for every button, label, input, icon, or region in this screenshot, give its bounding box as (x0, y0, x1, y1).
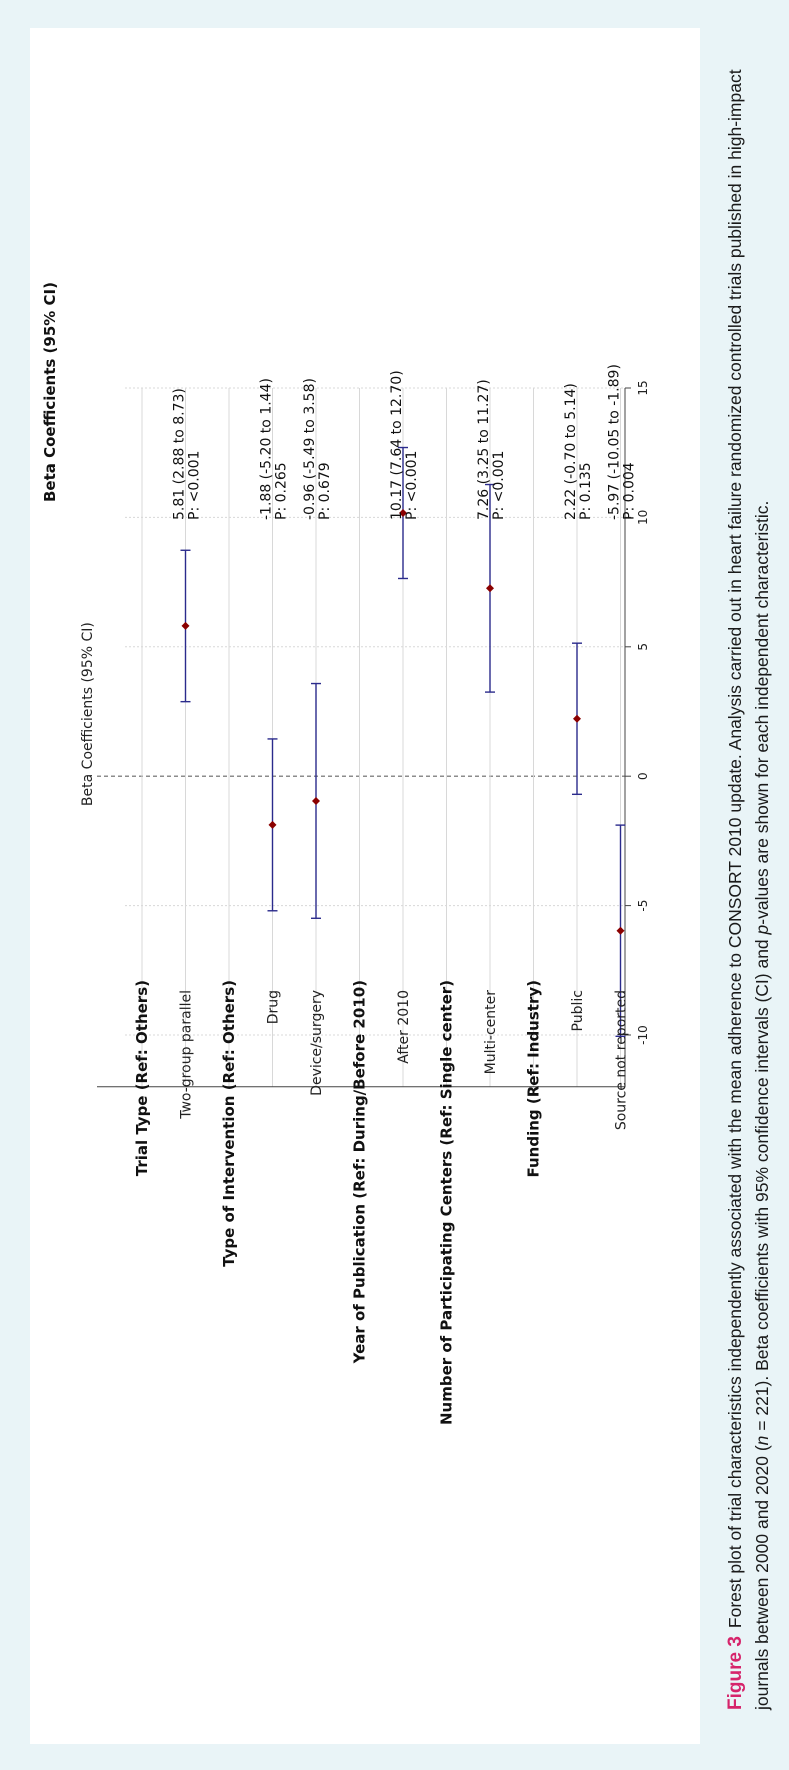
row-label: After 2010 (396, 990, 412, 1064)
caption-text-3: -values are shown for each independent c… (752, 500, 772, 925)
group-header-label: Trial Type (Ref: Others) (133, 980, 151, 1176)
point-estimate (181, 621, 190, 630)
group-header-label: Funding (Ref: Industry) (525, 980, 543, 1178)
p-value-text: P: 0.004 (622, 462, 638, 520)
tick-label: -10 (636, 1025, 650, 1045)
column-header: Beta Coefficients (95% CI) (41, 282, 59, 502)
row-label: Multi-center (483, 990, 499, 1075)
caption-p: p (752, 924, 772, 935)
grid-layer (97, 387, 631, 1088)
tick-label: 10 (636, 510, 650, 525)
p-value-text: P: <0.001 (187, 451, 203, 520)
mark-layer (180, 446, 626, 1037)
tick-label: -5 (636, 900, 650, 912)
label-layer: -10 -5 0 5 10 15 Beta Coefficients (95% CI) Bet… (41, 282, 650, 1425)
row-label: Source not reported (614, 990, 630, 1130)
caption-text-2: = 221). Beta coefficients with 95% confi… (752, 934, 772, 1436)
point-estimate (486, 584, 494, 593)
row-label: Drug (266, 990, 282, 1024)
group-header-label: Number of Participating Centers (Ref: Si… (438, 980, 456, 1425)
tick-label: 5 (636, 643, 650, 651)
row-label: Two-group parallel (179, 990, 195, 1120)
ci-text: 10.17 (7.64 to 12.70) (389, 370, 405, 520)
point-estimate (616, 926, 625, 935)
figure-label: Figure 3 (725, 1636, 746, 1710)
ci-text: -0.96 (-5.49 to 3.58) (302, 378, 318, 520)
group-header-label: Type of Intervention (Ref: Others) (220, 980, 238, 1267)
point-estimate (312, 797, 320, 806)
ci-text: 2.22 (-0.70 to 5.14) (563, 383, 579, 520)
axis-title: Beta Coefficients (95% CI) (80, 622, 96, 806)
point-estimate (399, 509, 407, 517)
ci-text: 7.26 (3.25 to 11.27) (476, 379, 492, 520)
p-value-text: P: <0.001 (491, 451, 507, 520)
p-value-text: P: 0.265 (274, 462, 290, 520)
ci-text: -1.88 (-5.20 to 1.44) (259, 378, 275, 520)
p-value-text: P: 0.679 (317, 462, 333, 520)
p-value-text: P: 0.135 (578, 462, 594, 520)
row-label: Public (570, 990, 586, 1031)
point-estimate (268, 820, 277, 829)
caption-n: n (752, 1435, 772, 1446)
tick-label: 15 (636, 380, 650, 395)
tick-label: 0 (636, 772, 650, 780)
point-estimate (573, 714, 581, 723)
ci-text: 5.81 (2.88 to 8.73) (172, 388, 188, 520)
figure-caption: Figure 3Forest plot of trial characteris… (722, 50, 775, 1710)
ci-text: -5.97 (-10.05 to -1.89) (607, 364, 623, 520)
p-value-text: P: <0.001 (404, 451, 420, 520)
group-header-label: Year of Publication (Ref: During/Before … (351, 980, 369, 1364)
row-label: Device/surgery (309, 990, 325, 1096)
